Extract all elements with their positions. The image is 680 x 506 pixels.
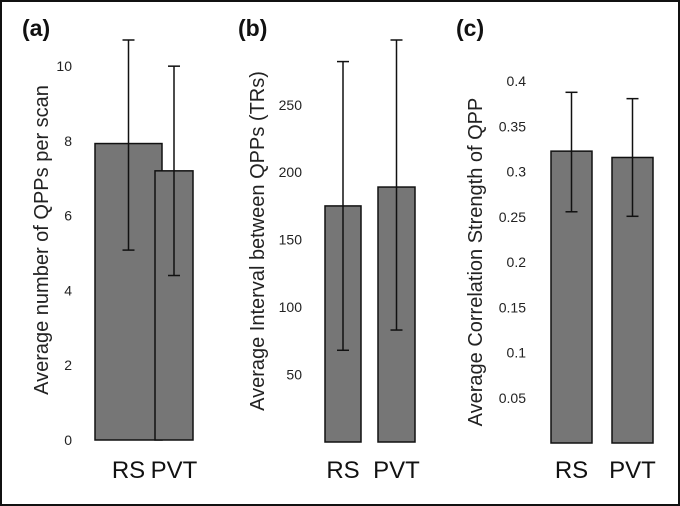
y-tick-label: 150: [279, 232, 303, 248]
y-tick-label: 6: [64, 208, 72, 224]
error-bar-pvt: [390, 39, 403, 331]
panel-label: (a): [22, 15, 50, 41]
chart-panel-2: (b) Average Interval between QPPs (TRs) 50…: [238, 15, 420, 484]
y-tick-label: 200: [279, 164, 303, 180]
category-label-pvt: PVT: [373, 457, 420, 484]
y-tick-label: 2: [64, 357, 72, 373]
category-label-pvt: PVT: [609, 457, 656, 484]
panel-label: (b): [238, 15, 267, 41]
y-axis-label: Average Correlation Strength of QPP: [465, 98, 487, 427]
error-bar-pvt: [626, 97, 639, 218]
error-bar-rs: [122, 39, 135, 251]
chart-panel-1: (a) Average number of QPPs per scan 0 2 4 6 8 1…: [22, 15, 198, 484]
y-tick-label: 0.15: [499, 299, 526, 315]
category-label-pvt: PVT: [151, 457, 198, 484]
y-tick-label: 50: [286, 367, 302, 383]
category-label-rs: RS: [555, 457, 588, 484]
category-label-rs: RS: [112, 457, 145, 484]
y-tick-label: 0.1: [507, 345, 527, 361]
y-tick-label: 10: [56, 58, 72, 74]
y-axis-label: Average number of QPPs per scan: [31, 85, 53, 395]
y-tick-label: 250: [279, 97, 303, 113]
error-bar-rs: [337, 60, 349, 352]
panel-label: (c): [456, 15, 484, 41]
y-tick-label: 0.35: [499, 118, 526, 134]
y-tick-label: 8: [64, 133, 72, 149]
y-tick-label: 0.3: [507, 164, 527, 180]
y-tick-label: 0.2: [507, 254, 527, 270]
category-label-rs: RS: [326, 457, 359, 484]
chart-panel-3: (c) Average Correlation Strength of QPP 0.…: [456, 15, 656, 484]
error-bar-pvt: [168, 65, 180, 277]
y-tick-label: 0.05: [499, 390, 526, 406]
y-tick-label: 0.4: [507, 73, 527, 89]
y-tick-label: 4: [64, 282, 72, 298]
y-tick-label: 0.25: [499, 209, 526, 225]
y-tick-label: 100: [279, 299, 303, 315]
error-bar-rs: [565, 91, 578, 213]
y-axis-label: Average Interval between QPPs (TRs): [247, 71, 269, 411]
y-tick-label: 0: [64, 432, 72, 448]
